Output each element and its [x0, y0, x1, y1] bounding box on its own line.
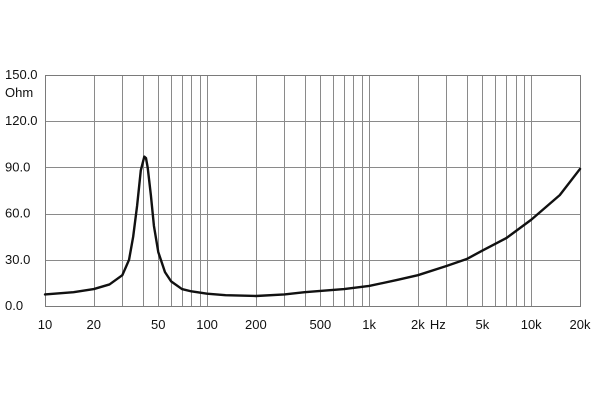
x-tick-label: 20 [87, 317, 101, 332]
x-tick-label: 2k [411, 317, 425, 332]
x-tick-label: 5k [476, 317, 490, 332]
y-tick-label: 150.0 [5, 67, 38, 82]
x-tick-label: 100 [196, 317, 218, 332]
y-tick-labels: 0.0 30.0 60.0 90.0 120.0 150.0 [5, 67, 38, 313]
x-gridlines [45, 75, 581, 306]
x-tick-labels: 10 20 50 100 200 500 1k 2k 5k 10k 20k [38, 317, 591, 332]
x-tick-label: 500 [310, 317, 332, 332]
y-tick-label: 60.0 [5, 206, 30, 221]
x-tick-label: 200 [245, 317, 267, 332]
x-tick-label: 10 [38, 317, 52, 332]
impedance-curve [43, 155, 582, 298]
y-gridlines [45, 75, 580, 307]
y-tick-label: 0.0 [5, 298, 23, 313]
y-tick-label: 120.0 [5, 113, 38, 128]
x-axis-unit-label: Hz [430, 317, 446, 332]
x-tick-label: 10k [521, 317, 542, 332]
x-tick-label: 50 [151, 317, 165, 332]
y-tick-label: 30.0 [5, 252, 30, 267]
x-tick-label: 1k [362, 317, 376, 332]
series-layer [43, 155, 582, 298]
plot-area-border [45, 75, 581, 307]
x-tick-label: 20k [570, 317, 591, 332]
y-axis-unit-label: Ohm [5, 85, 33, 100]
y-tick-label: 90.0 [5, 159, 30, 174]
